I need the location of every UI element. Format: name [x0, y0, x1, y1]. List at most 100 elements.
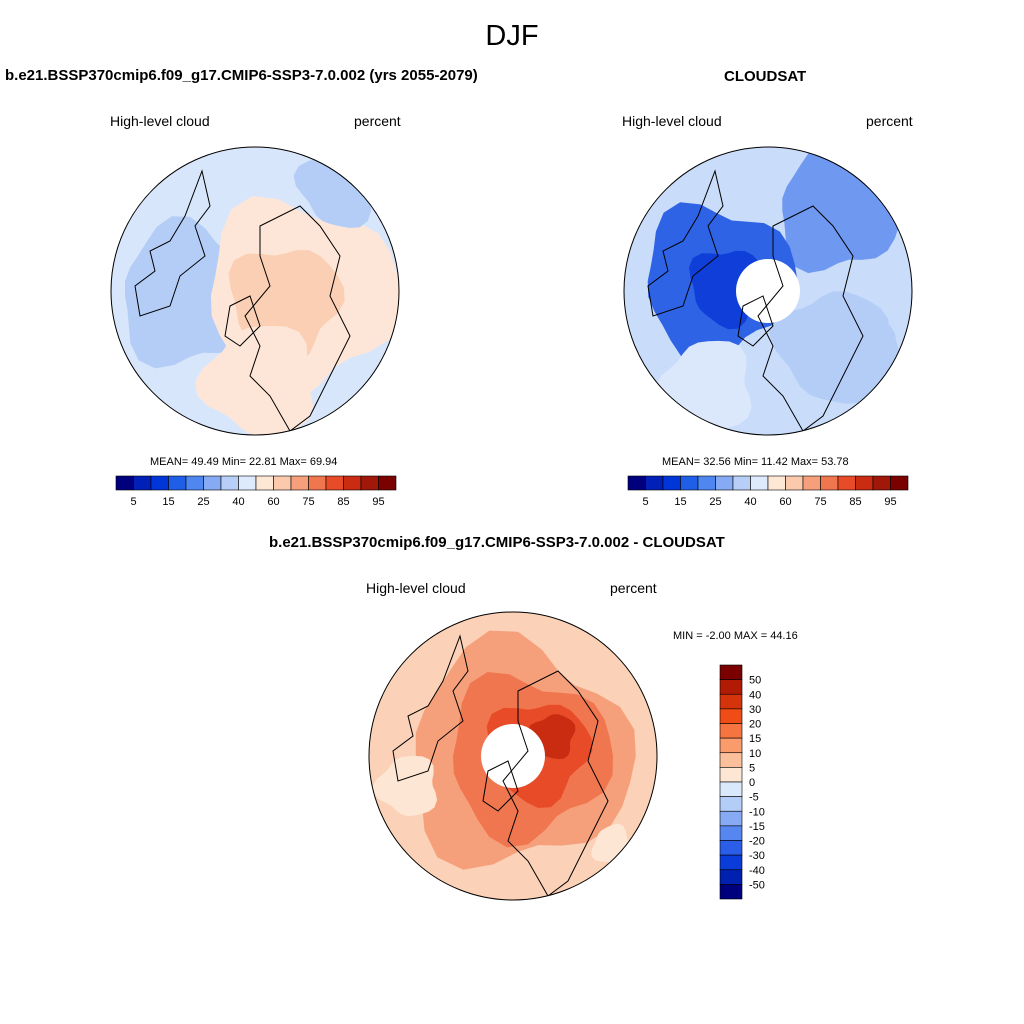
- colorbar-swatch: [719, 679, 743, 695]
- colorbar-swatch: [802, 475, 821, 491]
- map-boundary: [110, 146, 400, 436]
- colorbar-tick-label: 30: [749, 704, 761, 716]
- panel2-units-label: percent: [866, 113, 913, 129]
- colorbar-swatch: [273, 475, 292, 491]
- panel2-polar-map: [623, 146, 913, 436]
- colorbar-tick-label: 60: [267, 496, 279, 508]
- map-contour-region: [195, 325, 314, 435]
- panel1-title: b.e21.BSSP370cmip6.f09_g17.CMIP6-SSP3-7.…: [5, 67, 478, 84]
- panel2-colorbar: 5 15 25 40 60 75 85 95: [627, 475, 909, 508]
- colorbar-tick-label: 5: [749, 762, 755, 774]
- map-fill: [624, 147, 912, 435]
- missing-data-region: [736, 259, 800, 323]
- map-contour-region: [372, 756, 438, 817]
- colorbar-swatch: [168, 475, 187, 491]
- colorbar-swatch: [820, 475, 839, 491]
- colorbar-tick-label: 95: [372, 496, 384, 508]
- colorbar-swatch: [220, 475, 239, 491]
- map-fill: [111, 147, 399, 435]
- colorbar-swatch: [255, 475, 274, 491]
- colorbar-tick-label: -50: [749, 879, 765, 891]
- colorbar-swatch: [719, 767, 743, 783]
- colorbar-tick-label: 50: [749, 675, 761, 687]
- colorbar-tick-label: 40: [749, 689, 761, 701]
- colorbar-tick-label: 15: [674, 496, 686, 508]
- colorbar-swatch: [719, 664, 743, 680]
- colorbar-tick-label: 5: [642, 496, 648, 508]
- colorbar-swatch: [645, 475, 664, 491]
- colorbar-tick-label: 20: [749, 719, 761, 731]
- colorbar-swatch: [719, 693, 743, 710]
- colorbar-swatch: [308, 475, 327, 491]
- colorbar-swatch: [115, 475, 134, 491]
- colorbar-swatch: [719, 752, 743, 768]
- colorbar-tick-label: 85: [337, 496, 349, 508]
- panel1-units-label: percent: [354, 113, 401, 129]
- coastline: [482, 760, 519, 812]
- colorbar-swatch: [719, 796, 743, 812]
- colorbar-swatch: [719, 825, 743, 841]
- colorbar-swatch: [238, 475, 257, 491]
- colorbar-swatch: [185, 475, 204, 491]
- panel2-stats: MEAN= 32.56 Min= 11.42 Max= 53.78: [662, 456, 849, 468]
- colorbar-tick-label: 75: [302, 496, 314, 508]
- colorbar-tick-label: 10: [749, 748, 761, 760]
- colorbar-swatch: [767, 475, 786, 491]
- map-boundary: [368, 611, 658, 901]
- panel3-units-label: percent: [610, 580, 657, 596]
- map-boundary: [623, 146, 913, 436]
- coastline: [647, 169, 724, 317]
- colorbar-swatch: [837, 475, 856, 491]
- coastline: [757, 205, 864, 432]
- colorbar-swatch: [719, 723, 743, 739]
- colorbar-tick-label: 0: [749, 777, 755, 789]
- colorbar-tick-label: -15: [749, 821, 765, 833]
- colorbar-swatch: [732, 475, 751, 491]
- colorbar-tick-label: -5: [749, 792, 759, 804]
- panel3-polar-map: [368, 611, 658, 901]
- colorbar-swatch: [325, 475, 344, 491]
- panel1-variable-label: High-level cloud: [110, 113, 210, 129]
- colorbar-swatch: [343, 475, 362, 491]
- coastline: [502, 670, 609, 897]
- colorbar-swatch: [750, 475, 769, 491]
- coastlines: [134, 169, 351, 432]
- panel3-stats: MIN = -2.00 MAX = 44.16: [673, 630, 798, 642]
- figure-title: DJF: [485, 20, 539, 52]
- colorbar-tick-label: 40: [232, 496, 244, 508]
- colorbar-tick-label: -40: [749, 865, 765, 877]
- colorbar-swatch: [719, 869, 743, 885]
- colorbar-tick-label: -10: [749, 806, 765, 818]
- colorbar-tick-label: 25: [709, 496, 721, 508]
- coastline: [244, 205, 351, 432]
- colorbar-swatch: [715, 475, 734, 491]
- coastline: [134, 169, 211, 317]
- colorbar-swatch: [662, 475, 681, 491]
- colorbar-swatch: [697, 475, 716, 491]
- colorbar-tick-label: -30: [749, 850, 765, 862]
- coastline: [392, 634, 469, 782]
- colorbar-swatch: [133, 475, 152, 491]
- colorbar-swatch: [627, 475, 646, 491]
- colorbar-tick-label: 60: [779, 496, 791, 508]
- panel1-polar-map: [110, 146, 400, 436]
- colorbar-swatch: [360, 475, 379, 491]
- colorbar-swatch: [719, 884, 743, 900]
- colorbar-swatch: [890, 475, 909, 491]
- colorbar-swatch: [290, 475, 309, 491]
- colorbar-tick-label: 15: [749, 733, 761, 745]
- colorbar-swatch: [855, 475, 874, 491]
- panel3-variable-label: High-level cloud: [366, 580, 466, 596]
- panel3-title: b.e21.BSSP370cmip6.f09_g17.CMIP6-SSP3-7.…: [269, 534, 725, 551]
- colorbar-swatch: [872, 475, 891, 491]
- panel2-variable-label: High-level cloud: [622, 113, 722, 129]
- colorbar-swatch: [719, 708, 743, 724]
- colorbar-swatch: [378, 475, 397, 491]
- panel2-title: CLOUDSAT: [724, 68, 807, 85]
- colorbar-tick-label: 5: [130, 496, 136, 508]
- colorbar-swatch: [680, 475, 699, 491]
- colorbar-tick-label: 15: [162, 496, 174, 508]
- colorbar-tick-label: 95: [884, 496, 896, 508]
- colorbar-swatch: [785, 475, 804, 491]
